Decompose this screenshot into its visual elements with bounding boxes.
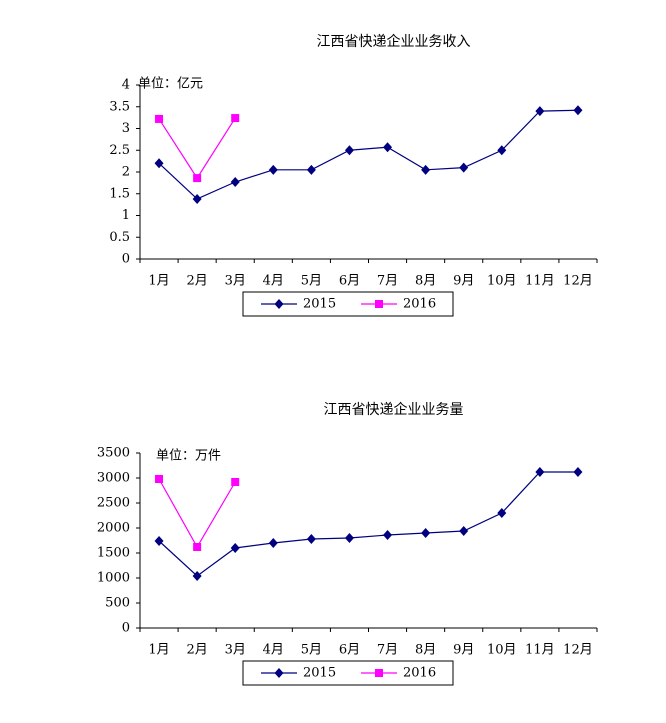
- x-tick-label: 12月: [563, 274, 593, 289]
- y-tick-label: 1.5: [109, 186, 130, 201]
- y-tick-label: 1500: [97, 546, 130, 561]
- y-tick-label: 3: [122, 121, 130, 136]
- y-tick-label: 4: [122, 78, 130, 93]
- marker: [459, 162, 469, 173]
- marker: [573, 105, 583, 116]
- marker: [573, 467, 583, 477]
- y-tick-label: 0.5: [109, 230, 130, 245]
- x-tick-label: 7月: [377, 274, 398, 289]
- x-tick-label: 2月: [186, 643, 207, 658]
- x-tick-label: 10月: [487, 274, 517, 289]
- marker: [274, 668, 284, 678]
- marker: [154, 158, 164, 169]
- x-tick-label: 8月: [415, 274, 436, 289]
- marker: [192, 571, 202, 581]
- x-tick-label: 5月: [301, 643, 322, 658]
- y-tick-label: 3500: [97, 446, 130, 461]
- y-tick-label: 2: [122, 165, 130, 180]
- y-tick-label: 2.5: [109, 143, 130, 158]
- y-tick-label: 2500: [97, 496, 130, 511]
- marker: [155, 475, 164, 483]
- marker: [535, 106, 545, 117]
- marker: [193, 543, 202, 551]
- x-tick-label: 7月: [377, 643, 398, 658]
- series-line: [158, 471, 578, 577]
- x-tick-label: 1月: [148, 643, 169, 658]
- marker: [231, 478, 240, 486]
- marker: [274, 299, 284, 309]
- x-tick-label: 6月: [339, 643, 360, 658]
- x-tick-label: 4月: [263, 643, 284, 658]
- y-tick-label: 1: [122, 208, 130, 223]
- x-tick-label: 1月: [148, 274, 169, 289]
- annotation: 单位：亿元: [138, 77, 203, 92]
- marker: [497, 508, 507, 518]
- marker: [497, 145, 507, 156]
- marker: [230, 177, 240, 188]
- marker: [383, 530, 393, 540]
- marker: [231, 114, 240, 123]
- marker: [344, 145, 354, 156]
- marker: [421, 528, 431, 538]
- marker: [344, 533, 354, 543]
- marker: [421, 164, 431, 175]
- y-tick-label: 3000: [97, 471, 130, 486]
- marker: [230, 543, 240, 553]
- marker: [155, 114, 164, 123]
- marker: [268, 164, 278, 175]
- marker: [268, 538, 278, 548]
- legend-label: 2015: [303, 297, 336, 312]
- y-tick-label: 3.5: [109, 99, 130, 114]
- y-tick-label: 500: [105, 596, 130, 611]
- series-line: [158, 117, 236, 180]
- x-tick-label: 9月: [453, 643, 474, 658]
- marker: [459, 526, 469, 536]
- x-tick-label: 8月: [415, 643, 436, 658]
- x-tick-label: 10月: [487, 643, 517, 658]
- x-tick-label: 5月: [301, 274, 322, 289]
- annotation: 单位：万件: [156, 449, 221, 464]
- chart-title: 江西省快递企业业务收入: [317, 33, 471, 50]
- marker: [383, 142, 393, 153]
- legend-label: 2016: [403, 666, 436, 681]
- marker: [193, 174, 202, 183]
- marker: [535, 467, 545, 477]
- series-line: [158, 478, 236, 549]
- marker: [154, 536, 164, 546]
- x-tick-label: 11月: [525, 643, 555, 658]
- marker: [375, 300, 383, 308]
- y-tick-label: 1000: [97, 571, 130, 586]
- series-line: [158, 109, 578, 200]
- marker: [192, 193, 202, 204]
- x-tick-label: 4月: [263, 274, 284, 289]
- x-tick-label: 9月: [453, 274, 474, 289]
- legend-label: 2016: [403, 297, 436, 312]
- chart-title: 江西省快递企业业务量: [324, 401, 464, 418]
- y-tick-label: 2000: [97, 521, 130, 536]
- x-tick-label: 3月: [225, 274, 246, 289]
- y-tick-label: 0: [122, 621, 130, 636]
- marker: [306, 164, 316, 175]
- x-tick-label: 11月: [525, 274, 555, 289]
- marker: [375, 669, 383, 677]
- x-tick-label: 6月: [339, 274, 360, 289]
- x-tick-label: 12月: [563, 643, 593, 658]
- x-tick-label: 3月: [225, 643, 246, 658]
- marker: [306, 534, 316, 544]
- legend-label: 2015: [303, 666, 336, 681]
- y-tick-label: 0: [122, 252, 130, 267]
- x-tick-label: 2月: [186, 274, 207, 289]
